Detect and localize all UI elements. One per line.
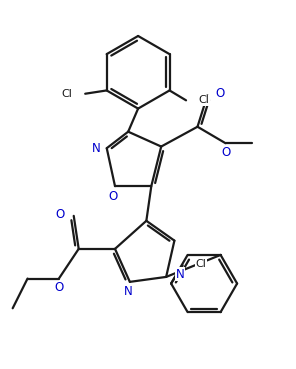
Text: N: N	[176, 268, 185, 281]
Text: Cl: Cl	[199, 95, 210, 105]
Text: O: O	[54, 281, 64, 294]
Text: Cl: Cl	[62, 89, 73, 99]
Text: N: N	[124, 284, 133, 298]
Text: Cl: Cl	[195, 259, 206, 269]
Text: O: O	[221, 146, 230, 159]
Text: O: O	[216, 87, 225, 100]
Text: N: N	[92, 142, 101, 155]
Text: O: O	[55, 208, 65, 221]
Text: O: O	[109, 190, 118, 203]
